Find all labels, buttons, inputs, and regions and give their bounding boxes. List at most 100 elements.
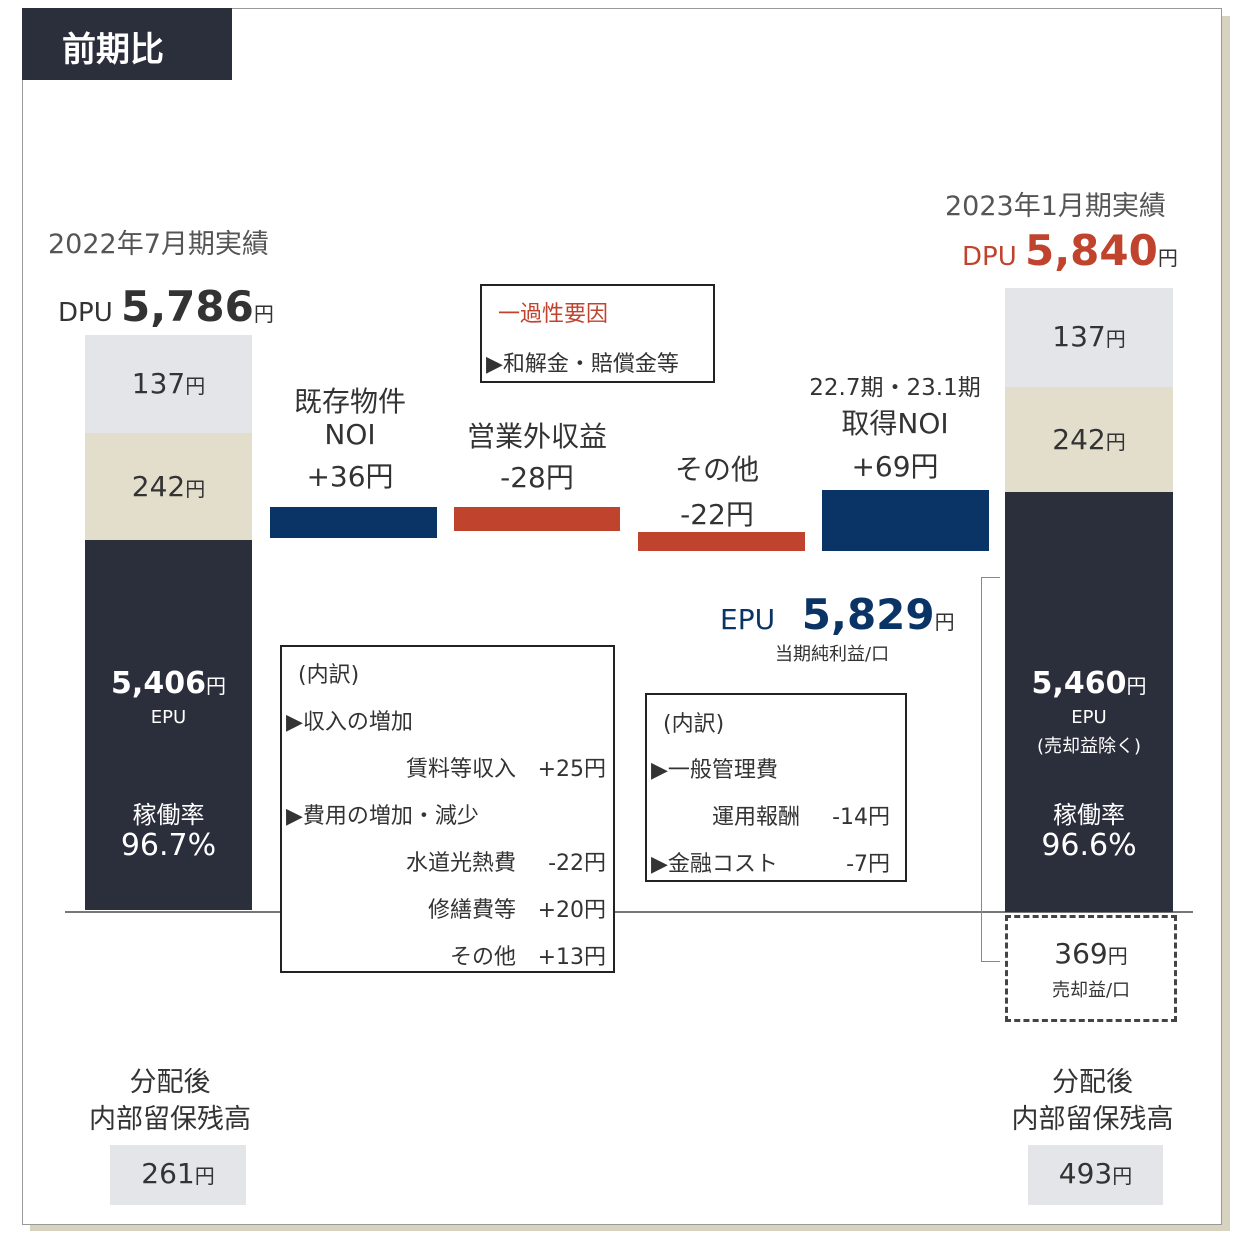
reserve-box	[1028, 1145, 1163, 1205]
segment-label: 137円	[85, 367, 252, 400]
step-bar	[822, 490, 989, 551]
breakdown-amount: -22円	[548, 851, 606, 876]
unit: 円	[205, 674, 226, 698]
breakdown-item: 賃料等収入	[405, 757, 516, 782]
value: 242	[131, 470, 186, 503]
segment	[1005, 492, 1173, 912]
unit: 円	[1107, 944, 1128, 968]
epu-label: EPU	[150, 707, 187, 728]
dpu-value: 5,786	[121, 282, 254, 331]
epu-total: EPU 5,829円	[720, 590, 955, 639]
period: 2023年1月期実績	[945, 191, 1166, 222]
unit: 円	[1126, 674, 1147, 698]
reserve-box	[110, 1145, 246, 1205]
occupancy: 96.6%	[1041, 828, 1137, 863]
breakdown-box	[280, 645, 615, 973]
value: 493	[1058, 1157, 1113, 1190]
step-change: -28円	[500, 461, 574, 494]
epu-label: EPU	[1071, 707, 1107, 728]
segment	[85, 540, 252, 910]
breakdown-item: ▶費用の増加・減少	[286, 804, 479, 829]
breakdown-item: 修繕費等	[427, 898, 516, 923]
reserve: 261円	[110, 1157, 246, 1190]
value: 369	[1054, 937, 1108, 970]
reserve-label: 内部留保残高	[1011, 1104, 1174, 1135]
breakdown-item: その他	[449, 945, 516, 970]
value: 137	[1052, 320, 1106, 353]
step-bar	[270, 507, 437, 538]
note-item: ▶和解金・賠償金等	[486, 352, 679, 377]
segment	[85, 433, 252, 540]
value: 261	[141, 1157, 195, 1190]
step-label: 取得NOI	[841, 407, 949, 440]
dpu-label: DPU	[58, 298, 113, 328]
dpu-label: DPU	[962, 242, 1017, 272]
unit: 円	[253, 302, 274, 326]
breakdown-amount: +20円	[537, 898, 606, 923]
breakdown-item: 運用報酬	[711, 805, 800, 830]
gain-box	[1005, 915, 1177, 1022]
reserve-label: 分配後	[129, 1067, 211, 1098]
breakdown-item: ▶収入の増加	[286, 710, 413, 735]
dpu-value: 5,840	[1025, 226, 1158, 275]
gain: 369円	[1005, 937, 1177, 970]
epu-total-value: 5,829	[801, 590, 935, 639]
epu-total-note: 当期純利益/口	[775, 644, 890, 665]
breakdown-item: ▶金融コスト	[651, 852, 778, 877]
dpu: DPU 5,840円	[962, 226, 1178, 275]
breakdown-amount: -14円	[832, 805, 890, 830]
step-label: 営業外収益	[466, 420, 607, 453]
breakdown-amount: +13円	[537, 945, 606, 970]
step-label: 既存物件	[293, 385, 406, 418]
breakdown-amount: +25円	[537, 757, 606, 782]
segment-label: 242円	[1005, 423, 1173, 456]
breakdown-item: ▶一般管理費	[651, 758, 778, 783]
unit: 円	[1105, 430, 1126, 454]
reserve-label: 内部留保残高	[89, 1104, 251, 1135]
step-bar	[454, 507, 620, 531]
value: 5,460	[1031, 666, 1127, 701]
occupancy-label: 稼働率	[132, 801, 205, 829]
title: 前期比	[62, 30, 164, 70]
segment	[1005, 288, 1173, 387]
value: 242	[1052, 423, 1106, 456]
unit: 円	[1157, 246, 1178, 270]
step-label: その他	[674, 453, 759, 486]
segment-label: 242円	[85, 470, 252, 503]
step-change: +69円	[851, 450, 939, 483]
breakdown-title: (内訳)	[298, 663, 360, 688]
unit: 円	[185, 374, 206, 398]
epu: 5,460円	[1005, 666, 1173, 701]
unit: 円	[1112, 1164, 1133, 1188]
unit: 円	[185, 477, 206, 501]
unit: 円	[934, 610, 955, 634]
segment	[85, 335, 252, 433]
breakdown-title: (内訳)	[663, 712, 725, 737]
epu: 5,406円	[85, 666, 252, 701]
breakdown-box	[645, 693, 907, 882]
step-change: -22円	[680, 498, 754, 531]
epu-total-label: EPU	[720, 603, 776, 636]
bracket	[981, 577, 1000, 962]
period: 2022年7月期実績	[48, 229, 269, 260]
occupancy-label: 稼働率	[1053, 801, 1125, 829]
unit: 円	[1105, 327, 1126, 351]
occupancy: 96.7%	[120, 828, 217, 863]
reserve: 493円	[1028, 1157, 1163, 1190]
epu-note: (売却益除く)	[1036, 736, 1142, 757]
step-bar	[638, 532, 805, 551]
value: 5,406	[111, 666, 206, 701]
step-label: 22.7期・23.1期	[809, 375, 981, 401]
gain-label: 売却益/口	[1051, 980, 1131, 1001]
note-box	[480, 284, 715, 383]
segment-label: 137円	[1005, 320, 1173, 353]
unit: 円	[194, 1164, 215, 1188]
step-change: +36円	[306, 460, 394, 493]
segment	[1005, 387, 1173, 492]
note-title: 一過性要因	[498, 302, 609, 327]
value: 137	[131, 367, 186, 400]
dpu: DPU 5,786円	[58, 282, 274, 331]
breakdown-item: 水道光熱費	[405, 851, 516, 876]
baseline	[65, 911, 1193, 913]
